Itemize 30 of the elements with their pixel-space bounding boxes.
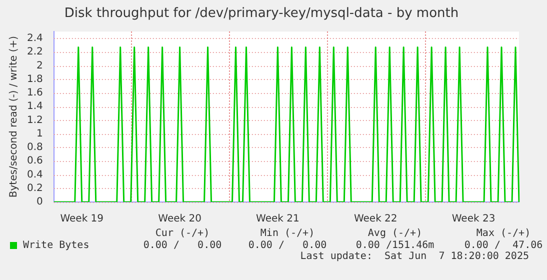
y-tick-label: 2.4: [26, 33, 43, 44]
text: 0.00 / 0.00: [142, 240, 223, 251]
x-tick-label: Week 19: [60, 214, 104, 225]
x-tick-label: Week 22: [354, 214, 398, 225]
y-tick-label: 0.4: [26, 169, 43, 180]
y-tick-label: 1.4: [26, 101, 43, 112]
text: Last update: Sat Jun 7 18:20:00 2025: [299, 251, 530, 262]
text: 0.00 /151.46m: [354, 240, 436, 251]
y-tick-label: 0: [36, 196, 43, 208]
text: 0.00 / 47.06: [463, 240, 544, 251]
y-axis-title: Bytes/second read (-) / write (+): [8, 36, 20, 198]
y-tick-label: 2: [36, 60, 43, 72]
chart-title: Disk throughput for /dev/primary-key/mysql-data - by month: [64, 6, 459, 22]
x-tick-label: Week 23: [452, 214, 496, 225]
x-tick-label: Week 21: [256, 214, 300, 225]
y-tick-label: 0.8: [26, 142, 43, 154]
legend-label: Write Bytes: [23, 240, 90, 251]
y-tick-label: 1.8: [26, 74, 43, 85]
text: Min (-/+): [259, 228, 316, 239]
y-tick-label: 2.2: [26, 46, 43, 58]
text: Max (-/+): [475, 228, 532, 239]
y-tick-label: 1: [36, 128, 43, 140]
text: 0.00 / 0.00: [247, 240, 328, 251]
text: Cur (-/+): [154, 228, 211, 239]
y-tick-label: 0.6: [26, 156, 43, 167]
x-tick-label: Week 20: [158, 214, 202, 225]
y-tick-label: 1.2: [26, 114, 43, 126]
y-tick-label: 1.6: [26, 88, 43, 99]
text: Avg (-/+): [366, 228, 424, 239]
y-tick-label: 0.2: [26, 182, 43, 194]
